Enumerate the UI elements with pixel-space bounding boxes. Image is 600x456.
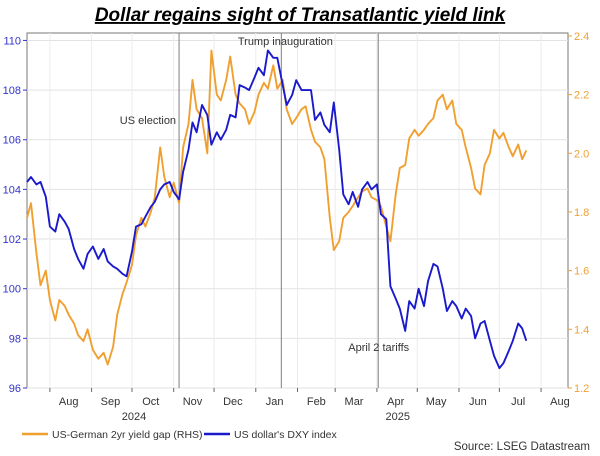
x-tick-label: Aug <box>59 396 79 408</box>
event-lines <box>178 33 379 388</box>
annotations: US election Trump inauguration April 2 tar… <box>120 36 410 354</box>
x-tick-label: Jan <box>266 396 284 408</box>
x-axis: Aug Sep Oct Nov Dec Jan Feb Mar Apr May Jun Jul Aug 2… <box>49 388 570 423</box>
x-tick-label: Mar <box>345 396 364 408</box>
left-tick-label: 106 <box>3 135 21 147</box>
right-tick-label: 1.8 <box>574 207 589 219</box>
chart-title: Dollar regains sight of Transatlantic yi… <box>95 5 507 26</box>
annotation-label: April 2 tariffs <box>348 342 409 354</box>
right-tick-label: 2.4 <box>574 31 589 43</box>
x-tick-label: Feb <box>307 396 326 408</box>
legend-label-yield-gap: US-German 2yr yield gap (RHS) <box>52 429 203 441</box>
x-tick-label: Dec <box>223 396 243 408</box>
right-tick-label: 2.0 <box>574 148 589 160</box>
left-tick-label: 104 <box>3 184 21 196</box>
left-tick-label: 98 <box>9 333 21 345</box>
x-tick-label: Sep <box>101 396 121 408</box>
left-tick-label: 102 <box>3 234 21 246</box>
year-label: 2024 <box>122 411 146 423</box>
series-line-yield-gap <box>26 49 528 366</box>
left-tick-label: 110 <box>3 35 21 47</box>
x-tick-label: Nov <box>183 396 203 408</box>
year-label: 2025 <box>385 411 409 423</box>
annotation-label: US election <box>120 115 176 127</box>
source-note: Source: LSEG Datastream <box>454 441 590 453</box>
left-axis: 96 98 100 102 104 106 108 110 <box>3 35 27 395</box>
x-tick-label: Oct <box>142 396 159 408</box>
x-tick-label: May <box>426 396 447 408</box>
legend: US-German 2yr yield gap (RHS) US dollar'… <box>22 429 338 441</box>
x-tick-label: Apr <box>387 396 404 408</box>
right-axis: 1.2 1.4 1.6 1.8 2.0 2.2 2.4 <box>568 31 589 395</box>
left-tick-label: 100 <box>3 284 21 296</box>
left-tick-label: 108 <box>3 85 21 97</box>
right-tick-label: 2.2 <box>574 90 589 102</box>
series-group <box>26 49 528 370</box>
left-tick-label: 96 <box>9 383 21 395</box>
annotation-label: Trump inauguration <box>238 36 333 48</box>
gridlines <box>27 33 568 389</box>
x-tick-label: Jun <box>469 396 487 408</box>
legend-label-dxy: US dollar's DXY index <box>234 429 338 441</box>
x-tick-label: Jul <box>511 396 525 408</box>
right-tick-label: 1.2 <box>574 383 589 395</box>
x-tick-label: Aug <box>550 396 570 408</box>
series-line-dxy <box>26 49 528 370</box>
right-tick-label: 1.4 <box>574 324 589 336</box>
right-tick-label: 1.6 <box>574 266 589 278</box>
